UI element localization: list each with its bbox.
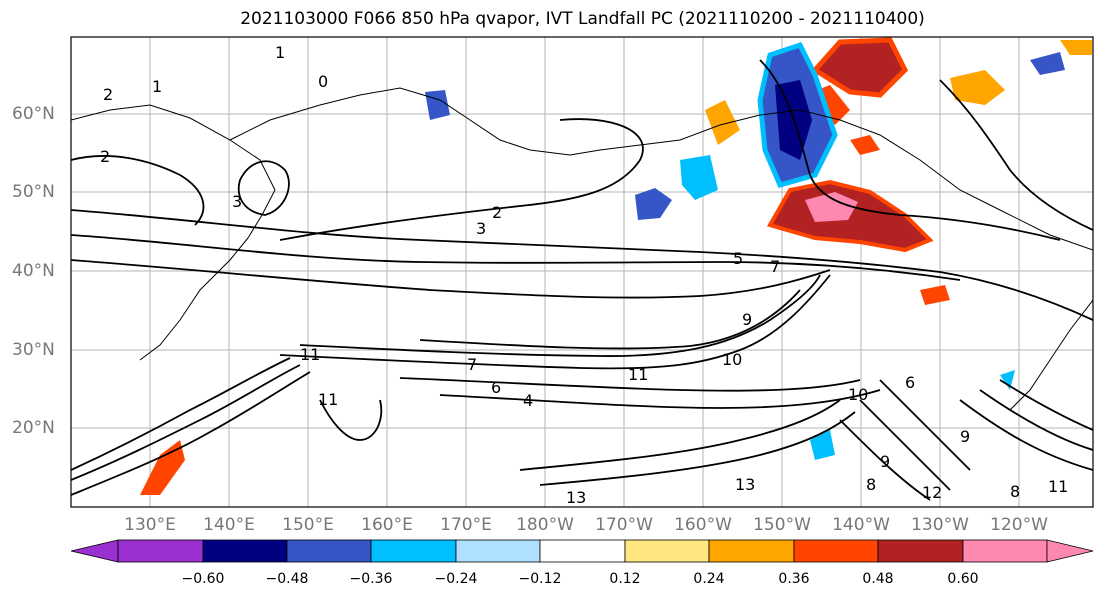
colorbar-tick: 0.36 (778, 571, 810, 587)
lat-label: 50°N (12, 182, 55, 202)
lat-label: 20°N (12, 418, 55, 438)
coastlines (71, 87, 1093, 411)
contour-label: 4 (523, 391, 533, 410)
lon-label: 120°W (990, 515, 1048, 535)
lon-label: 160°W (674, 515, 732, 535)
contour-label: 11 (628, 365, 648, 384)
lon-label: 130°E (124, 515, 176, 535)
contour-label: 2 (103, 85, 113, 104)
contour-label: 13 (566, 488, 586, 507)
lon-label: 130°W (911, 515, 969, 535)
contour-label: 3 (232, 192, 242, 211)
colorbar (70, 539, 1094, 563)
lon-label: 170°E (440, 515, 492, 535)
contour-label: 8 (866, 475, 876, 494)
contour-label: 11 (1048, 477, 1068, 496)
contour-label: 9 (880, 452, 890, 471)
contour-label: 3 (476, 219, 486, 238)
contour-label: 7 (467, 355, 477, 374)
contour-label: 2 (100, 147, 110, 166)
positive-anomaly-fills (140, 37, 1092, 495)
colorbar-tick: 0.48 (862, 571, 894, 587)
contour-label: 8 (1010, 482, 1020, 501)
contour-label: 1 (152, 77, 162, 96)
contour-label: 6 (905, 373, 915, 392)
lon-label: 170°W (595, 515, 653, 535)
map-area (71, 37, 1093, 507)
lat-label: 40°N (12, 261, 55, 281)
colorbar-extend-low (70, 539, 119, 563)
contour-label: 11 (300, 345, 320, 364)
contour-label-group: 1 2 1 2 0 3 2 3 5 7 9 10 11 11 11 10 13 … (100, 43, 1068, 507)
colorbar-tick: 0.60 (947, 571, 979, 587)
contour-label: 10 (848, 385, 868, 404)
graticule (71, 37, 1093, 507)
contour-label: 2 (492, 203, 502, 222)
colorbar-tick: −0.60 (181, 571, 225, 587)
colorbar-tick: −0.36 (349, 571, 393, 587)
map-title: 2021103000 F066 850 hPa qvapor, IVT Land… (240, 9, 925, 29)
negative-anomaly-fills (425, 41, 1065, 460)
colorbar-tick: 0.12 (609, 571, 641, 587)
lon-label: 160°E (361, 515, 413, 535)
lon-label: 150°E (282, 515, 334, 535)
colorbar-tick: −0.24 (434, 571, 478, 587)
contour-label: 7 (770, 257, 780, 276)
lon-label: 140°E (203, 515, 255, 535)
colorbar-tick: −0.48 (265, 571, 309, 587)
lat-label: 60°N (12, 104, 55, 124)
colorbar-tick: −0.12 (518, 571, 562, 587)
contour-label: 6 (491, 378, 501, 397)
contour-label: 9 (960, 427, 970, 446)
ivt-contours (71, 59, 1093, 501)
map-frame (70, 36, 1094, 508)
contour-label: 9 (742, 310, 752, 329)
lon-label: 140°W (832, 515, 890, 535)
contour-label: 5 (733, 249, 743, 268)
contour-label: 12 (922, 483, 942, 502)
contour-label: 11 (318, 390, 338, 409)
lat-label: 30°N (12, 340, 55, 360)
contour-label: 10 (722, 350, 742, 369)
colorbar-tick: 0.24 (693, 571, 725, 587)
contour-label: 0 (318, 72, 328, 91)
contour-label: 1 (275, 43, 285, 62)
colorbar-extend-high (1046, 539, 1094, 563)
lon-label: 180°W (516, 515, 574, 535)
lon-label: 150°W (753, 515, 811, 535)
contour-label: 13 (735, 475, 755, 494)
